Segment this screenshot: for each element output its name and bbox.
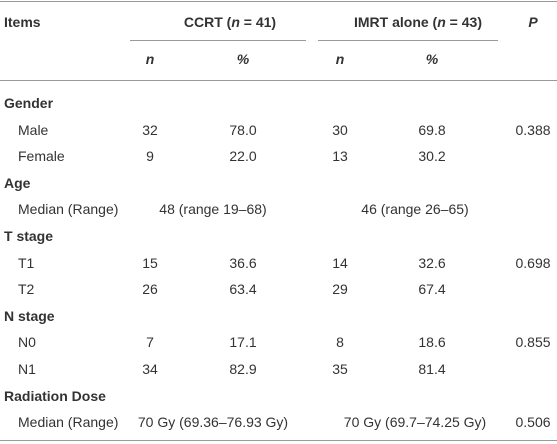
section-title: Gender xyxy=(4,95,54,111)
p-value: 0.698 xyxy=(515,254,551,271)
span-cell: 46 (range 26–65) xyxy=(361,201,469,218)
cell: 9 xyxy=(146,148,154,165)
header-part: = 43) xyxy=(445,14,482,30)
span-cell: 48 (range 19–68) xyxy=(159,201,267,218)
rule xyxy=(318,40,498,41)
section-title: T stage xyxy=(4,228,54,244)
rule xyxy=(0,440,557,441)
cell: 13 xyxy=(332,148,348,165)
cell: 63.4 xyxy=(229,281,257,298)
row-label: N0 xyxy=(18,334,36,351)
header-part: IMRT alone ( xyxy=(354,14,438,30)
cell: 17.1 xyxy=(229,334,257,351)
cell: 35 xyxy=(332,361,348,377)
row-label: Median (Range) xyxy=(18,201,119,218)
section-title: Age xyxy=(4,174,31,191)
sub-header: % xyxy=(425,51,439,67)
rule xyxy=(0,80,557,81)
header-p: P xyxy=(528,14,538,30)
cell: 30 xyxy=(332,121,348,138)
cell: 18.6 xyxy=(418,334,446,351)
cell: 69.8 xyxy=(418,121,446,138)
section-title: N stage xyxy=(4,307,55,324)
rule xyxy=(0,1,557,2)
span-cell: 70 Gy (69.7–74.25 Gy) xyxy=(343,414,487,431)
cell: 81.4 xyxy=(418,361,446,377)
header-part: = 41) xyxy=(239,14,277,30)
rule xyxy=(130,40,306,41)
p-value: 0.506 xyxy=(515,414,551,431)
row-label: N1 xyxy=(18,361,36,377)
row-label: T2 xyxy=(18,281,35,298)
cell: 32.6 xyxy=(418,254,446,271)
cell: 7 xyxy=(146,334,154,351)
cell: 82.9 xyxy=(229,361,257,377)
cell: 29 xyxy=(332,281,348,298)
cell: 14 xyxy=(332,254,348,271)
header-items: Items xyxy=(4,14,41,30)
p-value: 0.855 xyxy=(515,334,551,351)
cell: 26 xyxy=(142,281,158,298)
span-cell: 70 Gy (69.36–76.93 Gy) xyxy=(137,414,289,431)
cell: 78.0 xyxy=(229,121,257,138)
cell: 22.0 xyxy=(229,148,257,165)
cell: 36.6 xyxy=(229,254,257,271)
cell: 30.2 xyxy=(418,148,446,165)
p-value: 0.388 xyxy=(515,121,551,138)
row-label: Median (Range) xyxy=(18,414,119,431)
sub-header: % xyxy=(236,51,250,67)
header-part: n xyxy=(231,14,240,30)
cell: 15 xyxy=(142,254,158,271)
header-part: n xyxy=(437,14,446,30)
group-header: IMRT alone (n = 43) xyxy=(354,13,482,31)
group-header: CCRT (n = 41) xyxy=(184,13,276,31)
sub-header: n xyxy=(335,51,345,67)
section-title: Radiation Dose xyxy=(4,387,106,404)
row-label: Female xyxy=(18,148,65,165)
cell: 8 xyxy=(336,334,344,351)
row-label: T1 xyxy=(18,254,35,271)
cell: 34 xyxy=(142,361,158,377)
cell: 32 xyxy=(142,121,158,138)
cell: 67.4 xyxy=(418,281,446,298)
header-part: CCRT ( xyxy=(183,14,232,30)
sub-header: n xyxy=(145,51,155,67)
row-label: Male xyxy=(18,121,49,138)
